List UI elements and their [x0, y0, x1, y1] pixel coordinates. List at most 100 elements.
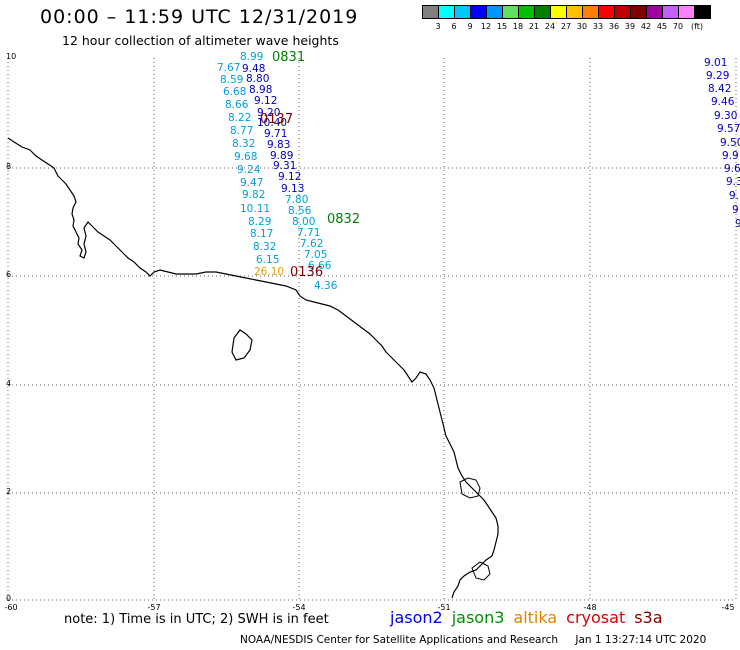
wave-height-value: 8.59	[220, 74, 244, 86]
wave-height-value: 9.57	[717, 123, 740, 135]
wave-height-value: 8.17	[250, 228, 274, 240]
wave-height-value: 9	[735, 218, 740, 230]
wave-height-value: 8.80	[246, 73, 270, 85]
credit-text: NOAA/NESDIS Center for Satellite Applica…	[240, 634, 558, 646]
scale-swatch	[614, 5, 631, 19]
scale-label: 33	[592, 22, 604, 31]
wave-height-value: 9.29	[706, 70, 730, 82]
lat-label-0: 0	[6, 594, 12, 603]
scale-label: 15	[496, 22, 508, 31]
scale-swatch	[454, 5, 471, 19]
scale-swatch	[678, 5, 695, 19]
page-title: 00:00 – 11:59 UTC 12/31/2019	[40, 6, 359, 28]
wave-height-value: 8.29	[248, 216, 272, 228]
pass-time-label: 0136	[290, 265, 324, 280]
wave-height-value: 9.20	[257, 107, 281, 119]
wave-height-value: 7.67	[217, 62, 241, 74]
footer-note: note: 1) Time is in UTC; 2) SWH is in fe…	[64, 612, 329, 627]
wave-height-value: 9.24	[237, 164, 261, 176]
lat-label-6: 6	[6, 270, 12, 279]
scale-label: 12	[480, 22, 492, 31]
scale-label: 36	[608, 22, 620, 31]
lon-label-60: -60	[4, 603, 18, 612]
grid-lines	[7, 58, 737, 601]
legend-s3a: s3a	[634, 608, 663, 627]
wave-height-value: 10.40	[257, 117, 288, 129]
lat-label-4: 4	[6, 379, 12, 388]
scale-swatch	[550, 5, 567, 19]
wave-height-value: 9.68	[234, 151, 258, 163]
coastline	[7, 137, 499, 599]
lat-label-8: 8	[6, 162, 12, 171]
wave-height-value: 10.11	[240, 203, 271, 215]
wave-height-value: 9.3	[726, 176, 740, 188]
wave-height-value: 8.77	[230, 125, 254, 137]
pass-time-label: 0137	[260, 112, 294, 127]
wave-height-value: 9.46	[711, 96, 735, 108]
legend-jason2: jason2	[390, 608, 443, 627]
wave-height-value: 8.56	[288, 205, 312, 217]
wave-height-value: 9.6	[724, 163, 740, 175]
scale-swatch	[470, 5, 487, 19]
wave-height-value: 9.12	[278, 171, 302, 183]
wave-height-value: 9.31	[273, 160, 297, 172]
legend-jason3: jason3	[451, 608, 505, 627]
scale-swatch	[662, 5, 679, 19]
scale-label: 27	[560, 22, 572, 31]
scale-label: 42	[640, 22, 652, 31]
pass-time-label: 0831	[272, 50, 306, 65]
scale-label: 24	[544, 22, 556, 31]
scale-swatch	[694, 5, 711, 19]
lon-label-57: -57	[147, 603, 161, 612]
wave-height-value: 9	[732, 204, 739, 216]
wave-height-value: 7.80	[285, 194, 309, 206]
scale-label: 6	[451, 22, 457, 31]
lon-label-54: -54	[292, 603, 306, 612]
wave-height-value: 8.42	[708, 83, 732, 95]
scale-swatch	[582, 5, 599, 19]
wave-height-value: 9.30	[714, 110, 738, 122]
wave-height-value: 4.36	[314, 280, 338, 292]
scale-swatch	[646, 5, 663, 19]
wave-height-value: 9.82	[242, 189, 266, 201]
scale-label: 18	[512, 22, 524, 31]
lat-label-2: 2	[6, 487, 12, 496]
wave-height-value: 7.62	[300, 238, 324, 250]
island-marajo	[459, 477, 481, 499]
island-south	[471, 561, 491, 581]
scale-labels: 3 6 9 12 15 18 21 24 27 30 33 36 39 42 45 70 (ft)	[430, 22, 710, 31]
scale-swatch	[598, 5, 615, 19]
wave-height-value: 8.99	[240, 51, 264, 63]
wave-height-value: 8.32	[253, 241, 277, 253]
scale-label: 70	[672, 22, 684, 31]
scale-label: 30	[576, 22, 588, 31]
wave-height-value: 9.89	[270, 150, 294, 162]
scale-swatch	[630, 5, 647, 19]
scale-label: 21	[528, 22, 540, 31]
wave-height-value: 9.01	[704, 57, 728, 69]
footer-credit: NOAA/NESDIS Center for Satellite Applica…	[240, 634, 706, 646]
lat-label-10: 10	[6, 52, 17, 61]
legend-altika: altika	[513, 608, 558, 627]
scale-swatch	[518, 5, 535, 19]
wave-height-value: 7.71	[297, 227, 321, 239]
wave-height-value: 8.66	[225, 99, 249, 111]
scale-swatch	[534, 5, 551, 19]
wave-height-value: 8.98	[249, 84, 273, 96]
scale-swatch	[566, 5, 583, 19]
wave-height-value: 8.32	[232, 138, 256, 150]
scale-swatch	[438, 5, 455, 19]
wave-height-value: 8.22	[228, 112, 252, 124]
page-subtitle: 12 hour collection of altimeter wave hei…	[62, 33, 339, 48]
lon-label-45: -45	[721, 603, 735, 612]
scale-label: 39	[624, 22, 636, 31]
scale-swatch	[422, 5, 439, 19]
wave-height-value: 6.66	[308, 260, 332, 272]
wave-height-value: 7.05	[304, 249, 328, 261]
credit-timestamp: Jan 1 13:27:14 UTC 2020	[575, 634, 707, 646]
pass-time-label: 0832	[327, 212, 361, 227]
wave-height-value: 9.47	[240, 177, 264, 189]
scale-label: 9	[467, 22, 473, 31]
wave-height-value: 6.15	[256, 254, 280, 266]
